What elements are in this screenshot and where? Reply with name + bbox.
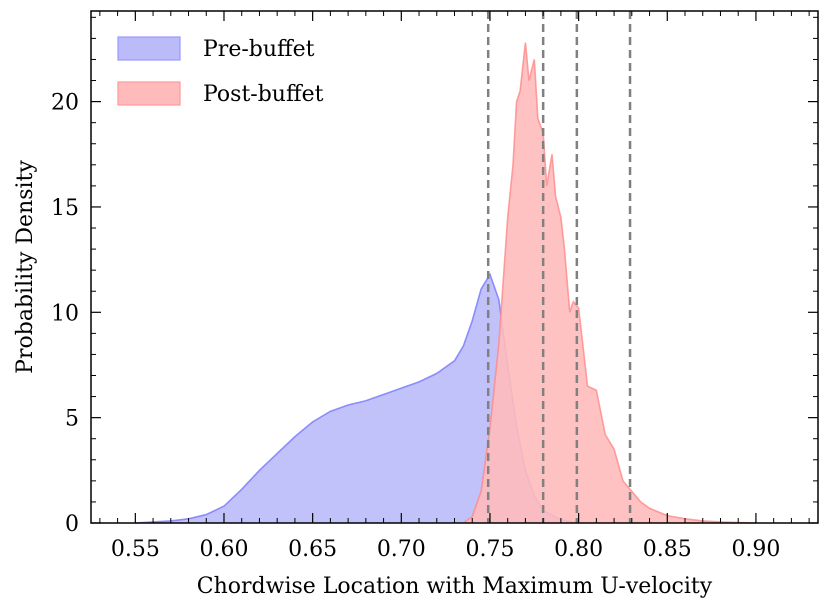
- reference-lines: [486, 11, 632, 523]
- x-axis-label: Chordwise Location with Maximum U-veloci…: [197, 574, 713, 599]
- tick-labels: 0.55 0.60 0.65 0.70 0.75 0.80 0.85 0.90 0 5 10 15 20: [51, 91, 780, 562]
- y-tick-label: 5: [65, 407, 79, 432]
- legend-label-post-buffet: Post-buffet: [203, 82, 324, 107]
- line-post-buffet: [462, 42, 756, 524]
- y-tick-label: 10: [51, 301, 79, 326]
- x-tick-label: 0.75: [465, 537, 514, 562]
- y-tick-label: 15: [51, 196, 79, 221]
- density-fills: [135, 42, 756, 524]
- legend-swatch-pre-buffet: [117, 36, 181, 61]
- x-tick-label: 0.80: [554, 537, 603, 562]
- area-pre-buffet: [135, 274, 579, 523]
- legend: Pre-buffet Post-buffet: [117, 36, 324, 107]
- y-tick-label: 0: [65, 512, 79, 537]
- legend-label-pre-buffet: Pre-buffet: [203, 37, 315, 62]
- x-tick-label: 0.85: [643, 537, 692, 562]
- x-tick-label: 0.70: [377, 537, 426, 562]
- x-tick-label: 0.90: [731, 537, 780, 562]
- legend-swatch-post-buffet: [117, 81, 181, 106]
- x-tick-label: 0.60: [199, 537, 248, 562]
- x-tick-label: 0.55: [111, 537, 160, 562]
- x-tick-label: 0.65: [288, 537, 337, 562]
- y-tick-label: 20: [51, 91, 79, 116]
- y-axis-label: Probability Density: [13, 160, 38, 374]
- area-post-buffet: [463, 42, 756, 523]
- axis-ticks: [91, 11, 818, 524]
